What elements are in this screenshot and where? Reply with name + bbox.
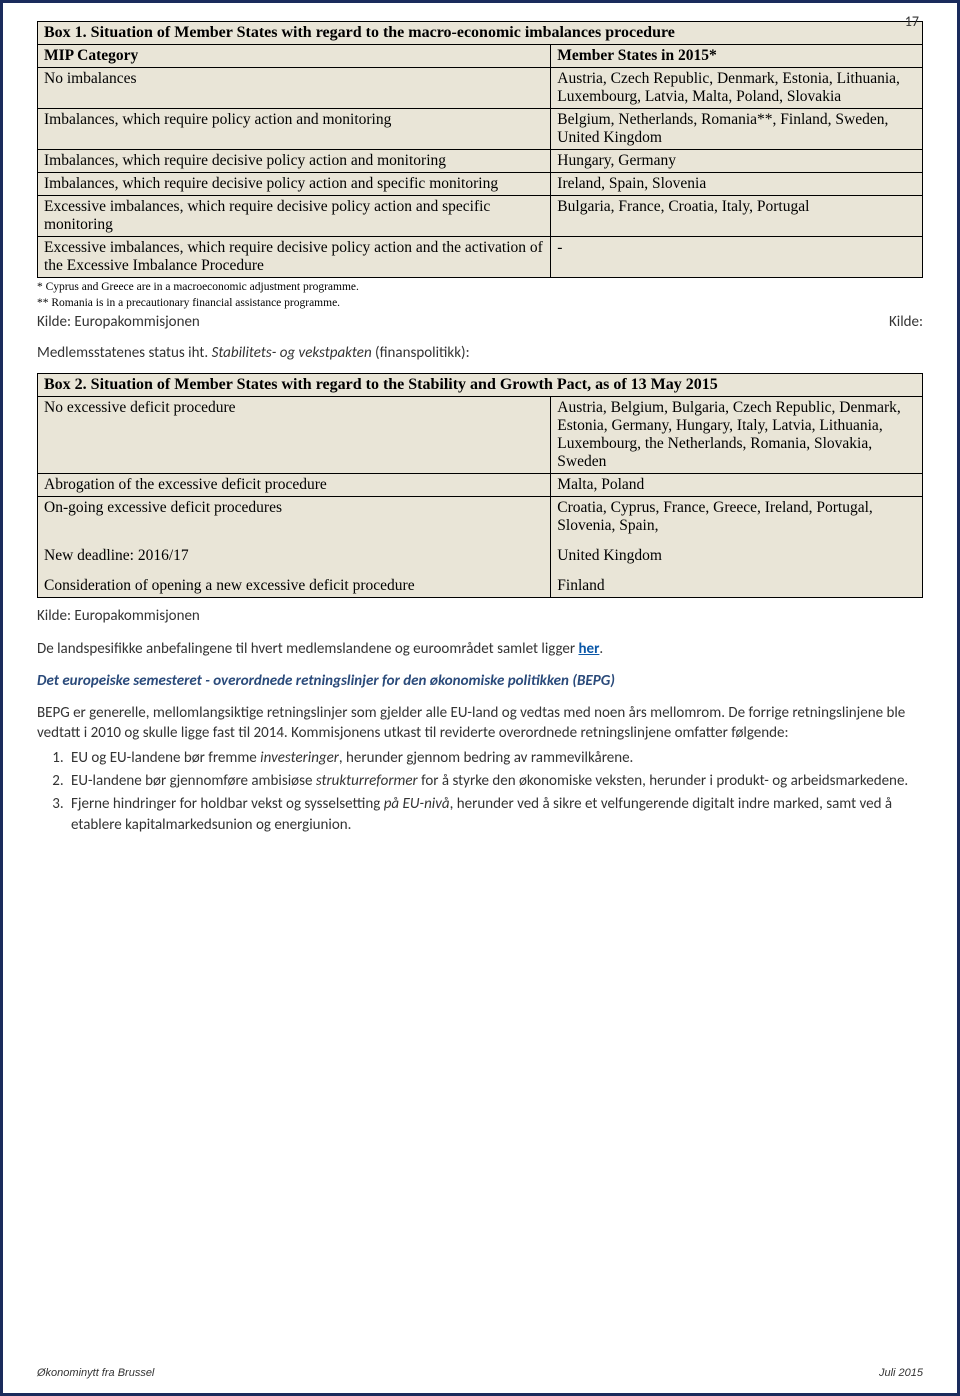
text: EU-landene bør gjennomføre ambisiøse [71, 772, 316, 790]
bepg-heading: Det europeiske semesteret - overordnede … [37, 671, 923, 691]
box1-title: Box 1. Situation of Member States with r… [38, 22, 923, 45]
table-cell: Excessive imbalances, which require deci… [38, 237, 551, 278]
table-cell: Austria, Czech Republic, Denmark, Estoni… [551, 68, 923, 109]
footer-right: Juli 2015 [879, 1367, 923, 1379]
table-cell: New deadline: 2016/17 [38, 537, 551, 575]
box1-footnotes: * Cyprus and Greece are in a macroeconom… [37, 280, 923, 311]
text-italic: investeringer [260, 749, 339, 767]
text: , herunder gjennom bedring av rammevilkå… [339, 749, 633, 767]
box1-head-right: Member States in 2015* [551, 45, 923, 68]
text: (finanspolitikk): [372, 344, 470, 362]
her-link[interactable]: her [578, 640, 599, 658]
table-cell: Imbalances, which require decisive polic… [38, 173, 551, 196]
table-cell: Excessive imbalances, which require deci… [38, 196, 551, 237]
table-cell: Hungary, Germany [551, 150, 923, 173]
page-number: 17 [905, 13, 919, 30]
lands-paragraph: De landspesifikke anbefalingene til hver… [37, 639, 923, 659]
table-cell: Abrogation of the excessive deficit proc… [38, 474, 551, 497]
box2-title: Box 2. Situation of Member States with r… [38, 374, 923, 397]
table-cell: No excessive deficit procedure [38, 397, 551, 474]
list-item: EU-landene bør gjennomføre ambisiøse str… [67, 771, 923, 792]
text: Fjerne hindringer for holdbar vekst og s… [71, 795, 384, 813]
table-cell: Imbalances, which require policy action … [38, 109, 551, 150]
footnote: * Cyprus and Greece are in a macroeconom… [37, 280, 923, 296]
table-cell: - [551, 237, 923, 278]
source-left: Kilde: Europakommisjonen [37, 313, 200, 331]
footnote: ** Romania is in a precautionary financi… [37, 296, 923, 312]
table-cell: Croatia, Cyprus, France, Greece, Ireland… [551, 497, 923, 538]
text: . [599, 640, 603, 658]
source-line-2: Kilde: Europakommisjonen [37, 606, 923, 626]
box2-table: Box 2. Situation of Member States with r… [37, 373, 923, 598]
table-cell: No imbalances [38, 68, 551, 109]
table-cell: Imbalances, which require decisive polic… [38, 150, 551, 173]
source-line-1: Kilde: Europakommisjonen Kilde: [37, 313, 923, 331]
table-cell: Ireland, Spain, Slovenia [551, 173, 923, 196]
table-cell: Austria, Belgium, Bulgaria, Czech Republ… [551, 397, 923, 474]
source-right: Kilde: [889, 313, 923, 331]
page-footer: Økonominytt fra Brussel Juli 2015 [37, 1367, 923, 1379]
text: for å styrke den økonomiske veksten, her… [418, 772, 909, 790]
text: Medlemsstatenes status iht. [37, 344, 212, 362]
numbered-list: EU og EU-landene bør fremme investeringe… [67, 748, 923, 836]
table-cell: United Kingdom [551, 537, 923, 575]
table-cell: Finland [551, 575, 923, 598]
box1-head-left: MIP Category [38, 45, 551, 68]
table-cell: Bulgaria, France, Croatia, Italy, Portug… [551, 196, 923, 237]
page-container: 17 Box 1. Situation of Member States wit… [0, 0, 960, 1396]
table-cell: Belgium, Netherlands, Romania**, Finland… [551, 109, 923, 150]
box1-table: Box 1. Situation of Member States with r… [37, 21, 923, 278]
list-item: EU og EU-landene bør fremme investeringe… [67, 748, 923, 769]
list-item: Fjerne hindringer for holdbar vekst og s… [67, 794, 923, 836]
text-italic: strukturreformer [316, 772, 418, 790]
table-cell: Consideration of opening a new excessive… [38, 575, 551, 598]
text: De landspesifikke anbefalingene til hver… [37, 640, 578, 658]
bepg-intro: BEPG er generelle, mellomlangsiktige ret… [37, 703, 923, 744]
mid-paragraph: Medlemsstatenes status iht. Stabilitets-… [37, 343, 923, 363]
table-cell: On-going excessive deficit procedures [38, 497, 551, 538]
text: EU og EU-landene bør fremme [71, 749, 260, 767]
text-italic: Stabilitets- og vekstpakten [212, 344, 372, 362]
table-cell: Malta, Poland [551, 474, 923, 497]
footer-left: Økonominytt fra Brussel [37, 1367, 154, 1379]
text-italic: på EU-nivå [384, 795, 450, 813]
